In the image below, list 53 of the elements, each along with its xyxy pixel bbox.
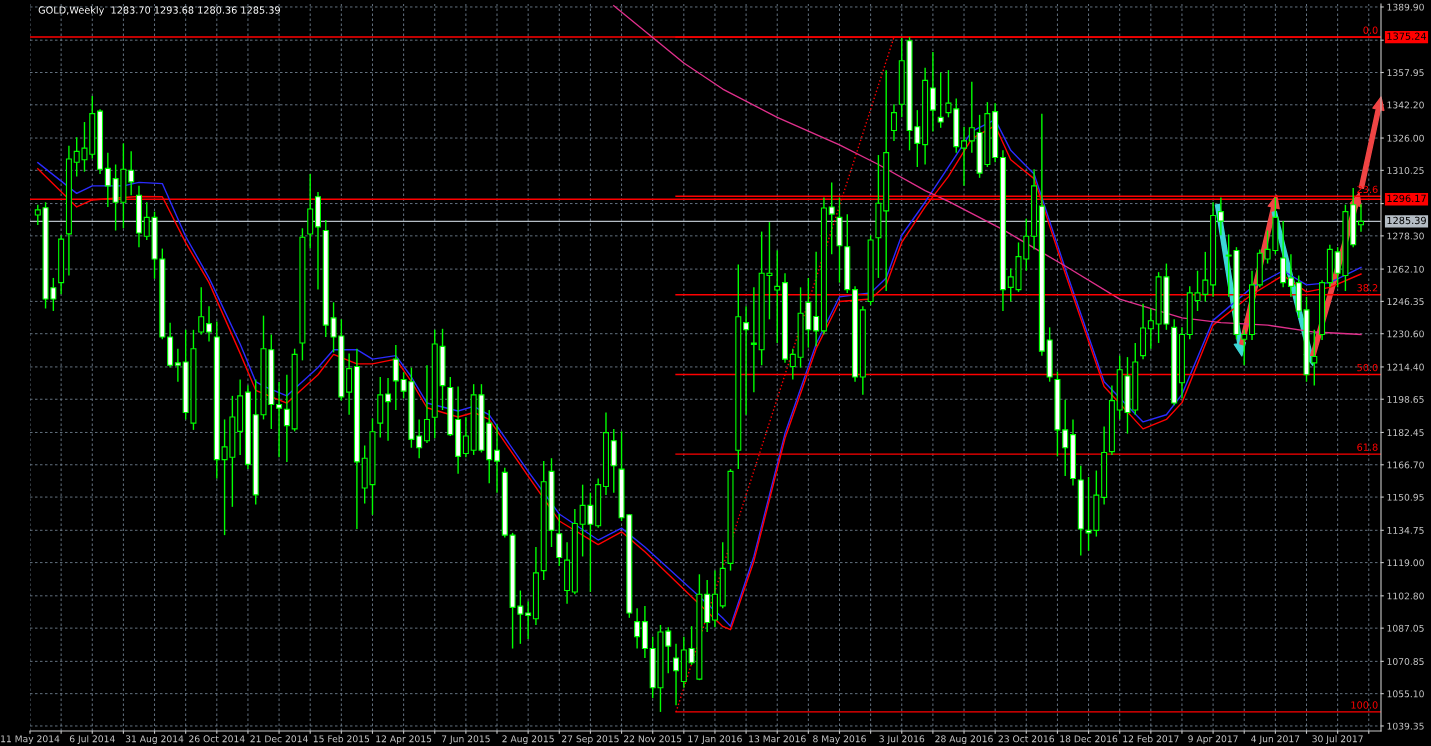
x-tick-label: 23 Oct 2016 [998, 735, 1055, 743]
x-tick-label: 27 Sep 2015 [562, 735, 619, 745]
y-tick-label: 1342.20 [1387, 101, 1424, 109]
x-tick-label: 26 Oct 2014 [189, 735, 245, 743]
annotation: 0.0 [1363, 26, 1378, 34]
x-tick-label: 17 Jan 2016 [688, 735, 742, 744]
y-tick-label: 1278.30 [1387, 232, 1424, 240]
y-tick-label: 1150.95 [1387, 493, 1424, 501]
x-tick-label: 21 Dec 2014 [250, 735, 308, 743]
x-tick-label: 8 May 2016 [813, 735, 866, 745]
x-tick-label: 22 Nov 2015 [624, 735, 682, 743]
annotation: 50.0 [1357, 363, 1378, 372]
x-tick-label: 15 Feb 2015 [313, 735, 370, 743]
y-tick-label: 1134.75 [1387, 526, 1424, 534]
x-tick-label: 18 Dec 2016 [1060, 735, 1118, 743]
x-tick-label: 13 Mar 2016 [749, 735, 806, 743]
y-tick-label: 1389.90 [1387, 3, 1424, 11]
y-tick-label: 1262.10 [1387, 265, 1424, 273]
annotation: 61.8 [1357, 443, 1378, 451]
x-tick-label: 12 Feb 2017 [1123, 735, 1179, 743]
y-tick-label: 1310.25 [1387, 167, 1424, 174]
y-tick-label: 1357.95 [1387, 69, 1424, 77]
y-tick-label: 1182.45 [1387, 429, 1424, 437]
y-tick-label: 1230.60 [1387, 330, 1424, 338]
x-tick-label: 2 Aug 2015 [502, 735, 554, 745]
ref-line-label: 1285.39 [1387, 216, 1426, 225]
y-tick-label: 1039.35 [1387, 722, 1424, 730]
x-tick-label: 30 Jul 2017 [1312, 735, 1363, 744]
chart-title: GOLD,Weekly 1283.70 1293.68 1280.36 1285.39 [38, 6, 280, 16]
y-tick-label: 1326.00 [1387, 134, 1424, 142]
x-tick-label: 28 Aug 2016 [935, 735, 993, 745]
x-tick-label: 6 Jul 2014 [69, 735, 115, 744]
y-tick-label: 1119.00 [1387, 559, 1424, 567]
annotation: 100.0 [1351, 701, 1378, 709]
x-tick-label: 7 Jun 2015 [441, 735, 490, 744]
y-tick-label: 1102.80 [1387, 592, 1424, 600]
y-tick-label: 1055.10 [1387, 690, 1424, 698]
ref-line-label: 1375.24 [1387, 32, 1427, 40]
x-tick-label: 3 Jul 2016 [879, 735, 925, 744]
y-tick-label: 1246.35 [1387, 298, 1424, 306]
ref-line-label: 1296.17 [1387, 194, 1426, 203]
x-tick-label: 11 May 2014 [1, 735, 60, 745]
annotation: 38.2 [1357, 284, 1378, 292]
x-tick-label: 31 Aug 2014 [125, 735, 184, 745]
annotation: 23.6 [1357, 185, 1378, 194]
y-tick-label: 1166.70 [1387, 461, 1424, 469]
x-tick-label: 4 Jun 2017 [1251, 735, 1300, 744]
x-tick-label: 12 Apr 2015 [376, 735, 432, 745]
y-tick-label: 1070.85 [1387, 658, 1424, 665]
y-tick-label: 1214.40 [1387, 363, 1424, 371]
y-tick-label: 1198.65 [1387, 395, 1424, 403]
y-tick-label: 1087.05 [1387, 624, 1424, 632]
x-tick-label: 9 Apr 2017 [1188, 735, 1238, 745]
